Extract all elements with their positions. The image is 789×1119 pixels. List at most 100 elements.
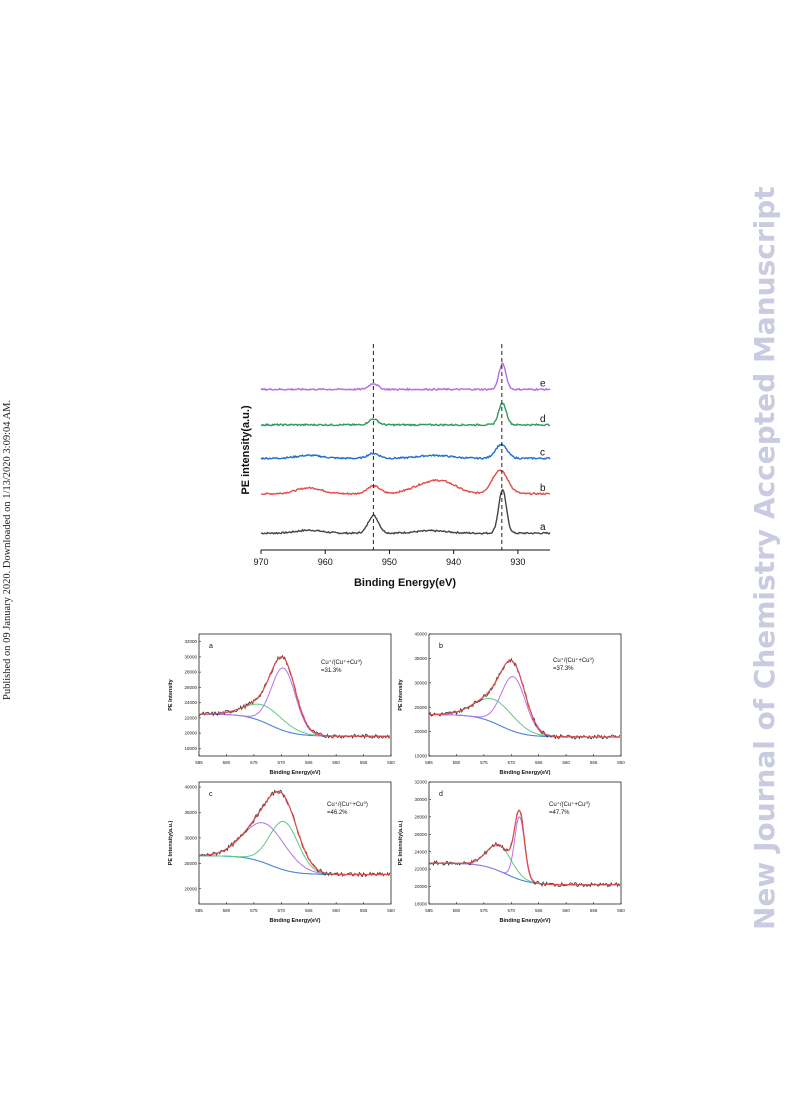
journal-watermark: New Journal of Chemistry Accepted Manusc…	[748, 186, 781, 930]
panel-a-x-tick-label-570: 570	[278, 760, 286, 765]
panel-a-x-tick-label-550: 550	[387, 760, 395, 765]
survey-series-c	[260, 442, 551, 461]
panel-b-xlabel: Binding Energy(eV)	[499, 770, 550, 776]
panel-d-xlabel: Binding Energy(eV)	[499, 918, 550, 924]
panel-b-x-tick-label-580: 580	[453, 760, 461, 765]
panel-d-y-tick-label-32000: 32000	[414, 780, 427, 785]
panel-a-x-tick-label-555: 555	[360, 760, 368, 765]
panel-d-curves	[428, 809, 621, 888]
panel-b-x-tick-label-565: 565	[535, 760, 543, 765]
survey-series	[260, 362, 551, 535]
panel-b-y-tick-label-20000: 20000	[414, 729, 427, 734]
survey-x-tick-label-930: 930	[510, 557, 525, 567]
panel-c-x-tick-label-585: 585	[195, 908, 203, 913]
panel-d-ticks: 585 580 575 570 565 560 555 550 18000 20000 22000 2…	[414, 780, 625, 913]
panel-b-y-tick-label-40000: 40000	[414, 632, 427, 637]
panel-c-ylabel: PE Intensity(a.u.)	[168, 821, 174, 866]
panel-c-x-tick-label-575: 575	[250, 908, 258, 913]
panel-b-x-tick-label-585: 585	[425, 760, 433, 765]
panel-a-y-tick-label-18000: 18000	[184, 746, 197, 751]
panel-d-annotation-line2: =47.7%	[549, 810, 570, 816]
panel-a-y-tick-label-24000: 24000	[184, 700, 197, 705]
panel-d-x-tick-label-580: 580	[453, 908, 461, 913]
panel-c-ticks: 585 580 575 570 565 560 555 550 20000 25000 30000 3…	[184, 785, 395, 913]
panel-d-y-tick-label-30000: 30000	[414, 797, 427, 802]
panel-c-xlabel: Binding Energy(eV)	[269, 918, 320, 924]
survey-x-tick-label-940: 940	[446, 557, 461, 567]
panel-b-y-tick-label-25000: 25000	[414, 705, 427, 710]
panel-d-x-tick-label-555: 555	[590, 908, 598, 913]
survey-series-label-d: d	[540, 414, 546, 425]
panel-a-x-tick-label-585: 585	[195, 760, 203, 765]
panel-b-y-tick-label-35000: 35000	[414, 656, 427, 661]
panel-a-chart: 585 580 575 570 565 560 555 550 18000 20000 22000 2…	[168, 633, 395, 776]
panel-a-y-tick-label-30000: 30000	[184, 654, 197, 659]
panel-b-ticks: 585 580 575 570 565 560 555 550 15000 20000 25000 3…	[414, 632, 625, 765]
survey-series-label-e: e	[540, 378, 546, 389]
panel-d-chart: 585 580 575 570 565 560 555 550 18000 20000 22000 2…	[398, 780, 625, 924]
panel-c-y-tick-label-20000: 20000	[184, 886, 197, 891]
survey-series-a	[260, 488, 551, 535]
panel-d-y-tick-label-28000: 28000	[414, 814, 427, 819]
panel-a-annotation-line1: Cu⁺/(Cu⁺+Cu⁰)	[321, 659, 362, 666]
panel-b-ylabel: PE Intensity	[398, 678, 404, 710]
panel-d-x-tick-label-570: 570	[508, 908, 516, 913]
survey-series-b	[260, 469, 551, 496]
publication-note: Published on 09 January 2020. Downloaded…	[2, 399, 13, 700]
panel-b-annotation-line1: Cu⁺/(Cu⁺+Cu⁰)	[553, 657, 594, 664]
panel-d-annotation-line1: Cu⁺/(Cu⁺+Cu⁰)	[549, 801, 590, 808]
panel-b-annotation-line2: =37.3%	[553, 666, 574, 672]
panel-d-y-tick-label-26000: 26000	[414, 832, 427, 837]
survey-ylabel: PE intensity(a.u.)	[240, 405, 252, 495]
panel-a-x-tick-label-565: 565	[305, 760, 313, 765]
panel-c-label: c	[209, 791, 213, 798]
panel-a-y-tick-label-22000: 22000	[184, 715, 197, 720]
panel-c-frame	[198, 781, 392, 905]
panel-d-x-tick-label-550: 550	[617, 908, 625, 913]
panel-b-curves	[428, 657, 621, 740]
panel-c-annotation-line2: =46.2%	[327, 810, 348, 816]
panel-a-x-tick-label-580: 580	[223, 760, 231, 765]
panel-b-x-tick-label-550: 550	[617, 760, 625, 765]
panel-a-y-tick-label-20000: 20000	[184, 731, 197, 736]
survey-series-labels: a b c d e	[540, 378, 546, 533]
panel-c-x-tick-label-550: 550	[387, 908, 395, 913]
panel-d-x-tick-label-565: 565	[535, 908, 543, 913]
survey-series-label-a: a	[540, 522, 546, 533]
panel-a-label: a	[209, 643, 213, 650]
panel-c-x-tick-label-555: 555	[360, 908, 368, 913]
panel-c-annotation-line1: Cu⁺/(Cu⁺+Cu⁰)	[327, 801, 368, 808]
panel-a-y-tick-label-28000: 28000	[184, 670, 197, 675]
panel-d-y-tick-label-24000: 24000	[414, 849, 427, 854]
panel-d-ylabel: PE Intensity(a.u.)	[398, 821, 404, 866]
panel-d-y-tick-label-18000: 18000	[414, 902, 427, 907]
panel-c-x-tick-label-580: 580	[223, 908, 231, 913]
panel-d-label: d	[439, 791, 443, 798]
panel-d-x-tick-label-585: 585	[425, 908, 433, 913]
panel-c-y-tick-label-30000: 30000	[184, 836, 197, 841]
survey-xlabel: Binding Energy(eV)	[354, 577, 456, 589]
panel-c-fit-envelope	[198, 790, 390, 876]
panel-c-x-tick-label-565: 565	[305, 908, 313, 913]
survey-series-label-c: c	[540, 447, 545, 458]
panel-a-xlabel: Binding Energy(eV)	[269, 770, 320, 776]
panel-a-y-tick-label-26000: 26000	[184, 685, 197, 690]
panel-b-x-tick-label-570: 570	[508, 760, 516, 765]
panel-d-x-tick-label-575: 575	[480, 908, 488, 913]
survey-series-e	[260, 362, 551, 392]
panel-b-x-tick-label-555: 555	[590, 760, 598, 765]
survey-ticks: 970 960 950 940 930	[253, 550, 525, 567]
panel-b-y-tick-label-15000: 15000	[414, 754, 427, 759]
panel-c-y-tick-label-40000: 40000	[184, 785, 197, 790]
panel-b-x-tick-label-575: 575	[480, 760, 488, 765]
panel-b-label: b	[439, 643, 443, 650]
panel-a-curves	[198, 654, 390, 740]
panel-c-chart: 585 580 575 570 565 560 555 550 20000 25000 30000 3…	[168, 781, 395, 924]
survey-series-d	[260, 401, 551, 427]
panel-d-x-tick-label-560: 560	[562, 908, 570, 913]
panel-c-x-tick-label-570: 570	[278, 908, 286, 913]
panel-a-x-tick-label-575: 575	[250, 760, 258, 765]
panel-d-fit-envelope	[429, 809, 620, 886]
survey-chart: 970 960 950 940 930 a b c d e Binding Energy(eV)…	[240, 344, 551, 589]
panel-a-y-tick-label-32000: 32000	[184, 639, 197, 644]
